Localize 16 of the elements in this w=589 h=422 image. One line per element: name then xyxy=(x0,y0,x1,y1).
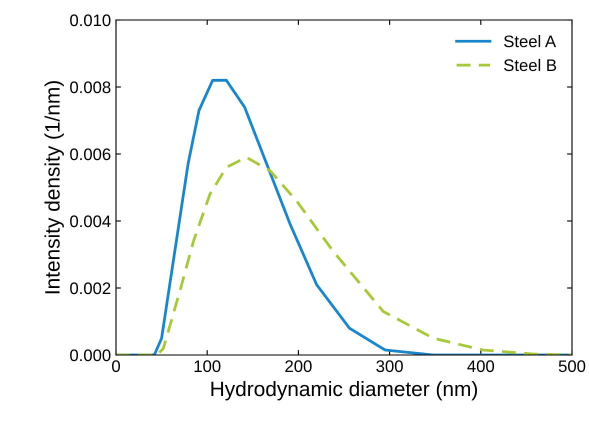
y-tick-label: 0.002 xyxy=(70,282,110,294)
y-axis-title: Intensity density (1/nm) xyxy=(44,81,64,294)
x-tick-label: 0 xyxy=(112,360,120,372)
x-tick-label: 400 xyxy=(467,360,494,372)
y-tick-label: 0.004 xyxy=(70,215,111,228)
x-tick-label: 100 xyxy=(194,360,220,372)
x-tick-label: 300 xyxy=(376,360,403,372)
y-tick-label: 0.008 xyxy=(70,81,110,94)
y-tick-label: 0.006 xyxy=(70,148,110,160)
y-tick-label: 0.010 xyxy=(70,14,110,26)
x-tick-label: 500 xyxy=(558,360,586,372)
x-axis-title: Hydrodynamic diameter (nm) xyxy=(211,380,478,400)
x-tick-label: 200 xyxy=(285,360,312,372)
legend-label: Steel B xyxy=(504,58,556,72)
y-tick-label: 0.000 xyxy=(70,349,110,362)
legend-label: Steel A xyxy=(504,35,556,48)
